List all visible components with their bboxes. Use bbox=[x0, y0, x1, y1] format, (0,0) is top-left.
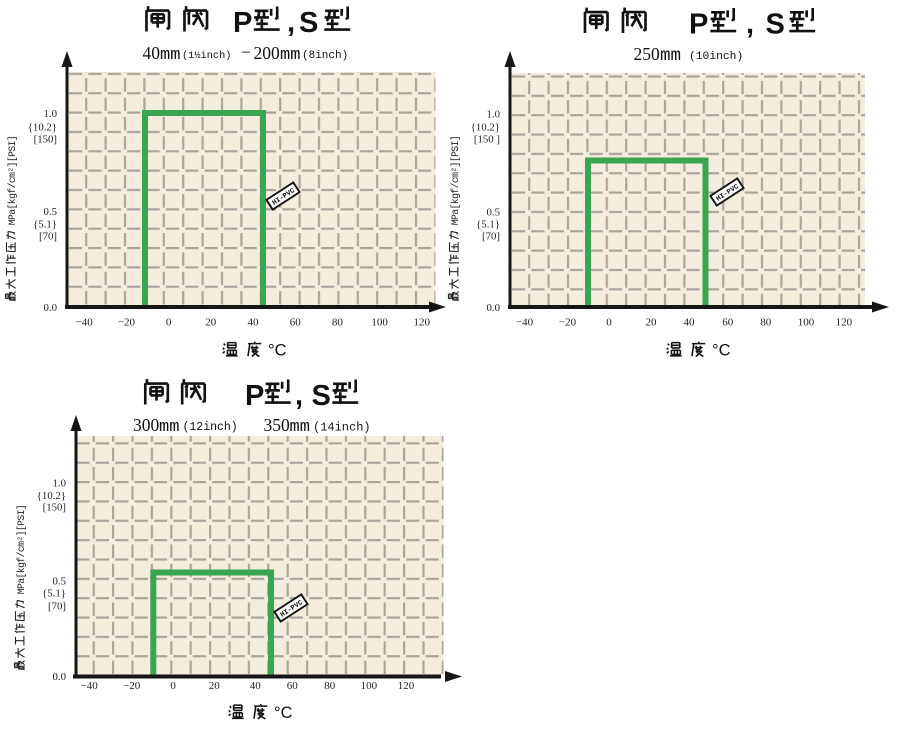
svg-text:20: 20 bbox=[646, 317, 658, 329]
svg-text:0.5: 0.5 bbox=[487, 206, 501, 218]
svg-text:0: 0 bbox=[170, 680, 176, 692]
svg-text:{10.2}: {10.2} bbox=[37, 490, 66, 502]
svg-text:250: 250 bbox=[634, 44, 661, 64]
svg-text:mm: mm bbox=[160, 46, 180, 65]
svg-text:MPa[kgf/cm²][PSI]: MPa[kgf/cm²][PSI] bbox=[16, 504, 27, 594]
svg-text:(8inch): (8inch) bbox=[302, 50, 348, 62]
svg-text:40: 40 bbox=[248, 317, 260, 329]
svg-text:P: P bbox=[689, 9, 708, 41]
svg-text:mm: mm bbox=[290, 418, 310, 437]
svg-text:,: , bbox=[287, 7, 295, 39]
svg-text:°C: °C bbox=[712, 342, 731, 360]
svg-text:S: S bbox=[312, 380, 331, 412]
svg-text:−40: −40 bbox=[516, 317, 534, 329]
svg-text:,: , bbox=[746, 8, 754, 40]
svg-text:[70]: [70] bbox=[48, 601, 66, 613]
svg-text:{5.1}: {5.1} bbox=[42, 588, 66, 600]
svg-text:(10inch): (10inch) bbox=[689, 51, 743, 63]
svg-text:P: P bbox=[233, 7, 252, 39]
svg-text:mm: mm bbox=[660, 46, 681, 66]
svg-text:300: 300 bbox=[133, 415, 160, 435]
svg-text:40: 40 bbox=[143, 43, 161, 63]
svg-text:−20: −20 bbox=[118, 317, 136, 329]
svg-text:120: 120 bbox=[414, 317, 431, 329]
svg-text:−20: −20 bbox=[559, 317, 577, 329]
svg-text:[70]: [70] bbox=[39, 230, 57, 242]
svg-text:,: , bbox=[295, 380, 303, 412]
svg-text:0: 0 bbox=[166, 317, 172, 329]
svg-text:60: 60 bbox=[290, 317, 302, 329]
svg-text:0.0: 0.0 bbox=[53, 671, 67, 683]
svg-text:°C: °C bbox=[274, 704, 293, 722]
svg-text:MPa[kgf/cm²][PSI]: MPa[kgf/cm²][PSI] bbox=[7, 135, 18, 225]
svg-text:[150]: [150] bbox=[34, 133, 57, 145]
svg-text:350: 350 bbox=[264, 415, 291, 435]
svg-text:80: 80 bbox=[324, 680, 336, 692]
svg-text:[150 ]: [150 ] bbox=[474, 133, 500, 145]
svg-text:200: 200 bbox=[254, 43, 281, 63]
svg-text:{5.1}: {5.1} bbox=[33, 218, 57, 230]
svg-text:[70]: [70] bbox=[482, 230, 500, 242]
svg-text:P: P bbox=[245, 380, 264, 412]
svg-text:°C: °C bbox=[268, 342, 287, 360]
svg-text:(1½inch): (1½inch) bbox=[182, 50, 231, 62]
svg-text:100: 100 bbox=[371, 317, 388, 329]
svg-text:−40: −40 bbox=[81, 680, 99, 692]
svg-text:100: 100 bbox=[361, 680, 378, 692]
svg-text:60: 60 bbox=[287, 680, 299, 692]
svg-text:S: S bbox=[766, 9, 785, 41]
svg-text:60: 60 bbox=[722, 317, 734, 329]
svg-text:−: − bbox=[241, 42, 251, 62]
svg-text:120: 120 bbox=[836, 317, 853, 329]
svg-text:80: 80 bbox=[332, 317, 344, 329]
svg-text:MPa[kgf/cm²][PSI]: MPa[kgf/cm²][PSI] bbox=[450, 135, 461, 225]
svg-text:[150]: [150] bbox=[43, 501, 66, 513]
svg-text:0.0: 0.0 bbox=[44, 302, 58, 314]
svg-text:{10.2}: {10.2} bbox=[471, 121, 500, 133]
svg-text:(14inch): (14inch) bbox=[313, 421, 371, 435]
svg-text:20: 20 bbox=[209, 680, 221, 692]
svg-text:(12inch): (12inch) bbox=[183, 421, 238, 434]
svg-text:100: 100 bbox=[798, 317, 815, 329]
svg-text:−20: −20 bbox=[123, 680, 141, 692]
svg-text:1.0: 1.0 bbox=[53, 478, 67, 490]
svg-text:0.0: 0.0 bbox=[487, 302, 501, 314]
svg-text:80: 80 bbox=[760, 317, 772, 329]
svg-text:S: S bbox=[299, 7, 318, 39]
svg-text:40: 40 bbox=[250, 680, 262, 692]
svg-text:0.5: 0.5 bbox=[44, 206, 58, 218]
svg-text:0.5: 0.5 bbox=[53, 575, 67, 587]
svg-text:20: 20 bbox=[205, 317, 217, 329]
svg-text:1.0: 1.0 bbox=[487, 108, 501, 120]
svg-text:mm: mm bbox=[159, 418, 179, 437]
svg-text:120: 120 bbox=[398, 680, 415, 692]
svg-text:1.0: 1.0 bbox=[44, 108, 58, 120]
svg-text:0: 0 bbox=[606, 317, 612, 329]
svg-text:−40: −40 bbox=[76, 317, 94, 329]
svg-text:{10.2}: {10.2} bbox=[28, 121, 57, 133]
svg-text:{5.1}: {5.1} bbox=[476, 218, 500, 230]
svg-text:40: 40 bbox=[684, 317, 696, 329]
svg-text:mm: mm bbox=[280, 46, 300, 65]
